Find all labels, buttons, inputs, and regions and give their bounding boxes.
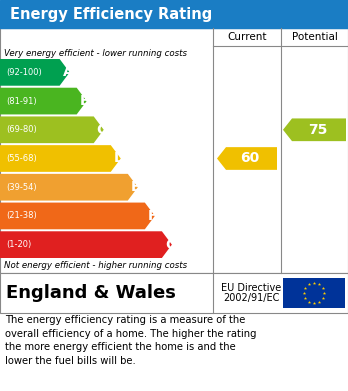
- Text: E: E: [131, 180, 140, 194]
- Text: 75: 75: [308, 123, 327, 137]
- Polygon shape: [0, 59, 70, 86]
- Text: The energy efficiency rating is a measure of the
overall efficiency of a home. T: The energy efficiency rating is a measur…: [5, 315, 256, 366]
- Text: C: C: [97, 123, 107, 137]
- Text: (21-38): (21-38): [6, 212, 37, 221]
- Text: Very energy efficient - lower running costs: Very energy efficient - lower running co…: [4, 49, 187, 58]
- Polygon shape: [0, 203, 155, 229]
- Text: D: D: [114, 151, 125, 165]
- Polygon shape: [283, 118, 346, 141]
- Text: G: G: [165, 238, 176, 252]
- Polygon shape: [0, 88, 87, 115]
- Bar: [0, 273, 348, 313]
- Text: Energy Efficiency Rating: Energy Efficiency Rating: [10, 7, 212, 22]
- Text: A: A: [63, 65, 73, 79]
- Text: Not energy efficient - higher running costs: Not energy efficient - higher running co…: [4, 261, 187, 270]
- Text: Potential: Potential: [292, 32, 338, 42]
- Bar: [283, 278, 345, 308]
- Polygon shape: [0, 231, 172, 258]
- Text: (55-68): (55-68): [6, 154, 37, 163]
- Text: (92-100): (92-100): [6, 68, 42, 77]
- Polygon shape: [217, 147, 277, 170]
- Text: Current: Current: [227, 32, 267, 42]
- Text: B: B: [80, 94, 90, 108]
- Bar: [0, 28, 348, 273]
- Text: F: F: [148, 209, 157, 223]
- Text: England & Wales: England & Wales: [6, 284, 176, 302]
- Polygon shape: [0, 117, 104, 143]
- Polygon shape: [0, 174, 138, 201]
- Text: (1-20): (1-20): [6, 240, 31, 249]
- Text: 2002/91/EC: 2002/91/EC: [223, 293, 279, 303]
- Text: (81-91): (81-91): [6, 97, 37, 106]
- Text: EU Directive: EU Directive: [221, 283, 281, 293]
- Bar: [0, 0, 348, 28]
- Text: 60: 60: [240, 151, 260, 165]
- Text: (39-54): (39-54): [6, 183, 37, 192]
- Polygon shape: [0, 145, 121, 172]
- Text: (69-80): (69-80): [6, 125, 37, 134]
